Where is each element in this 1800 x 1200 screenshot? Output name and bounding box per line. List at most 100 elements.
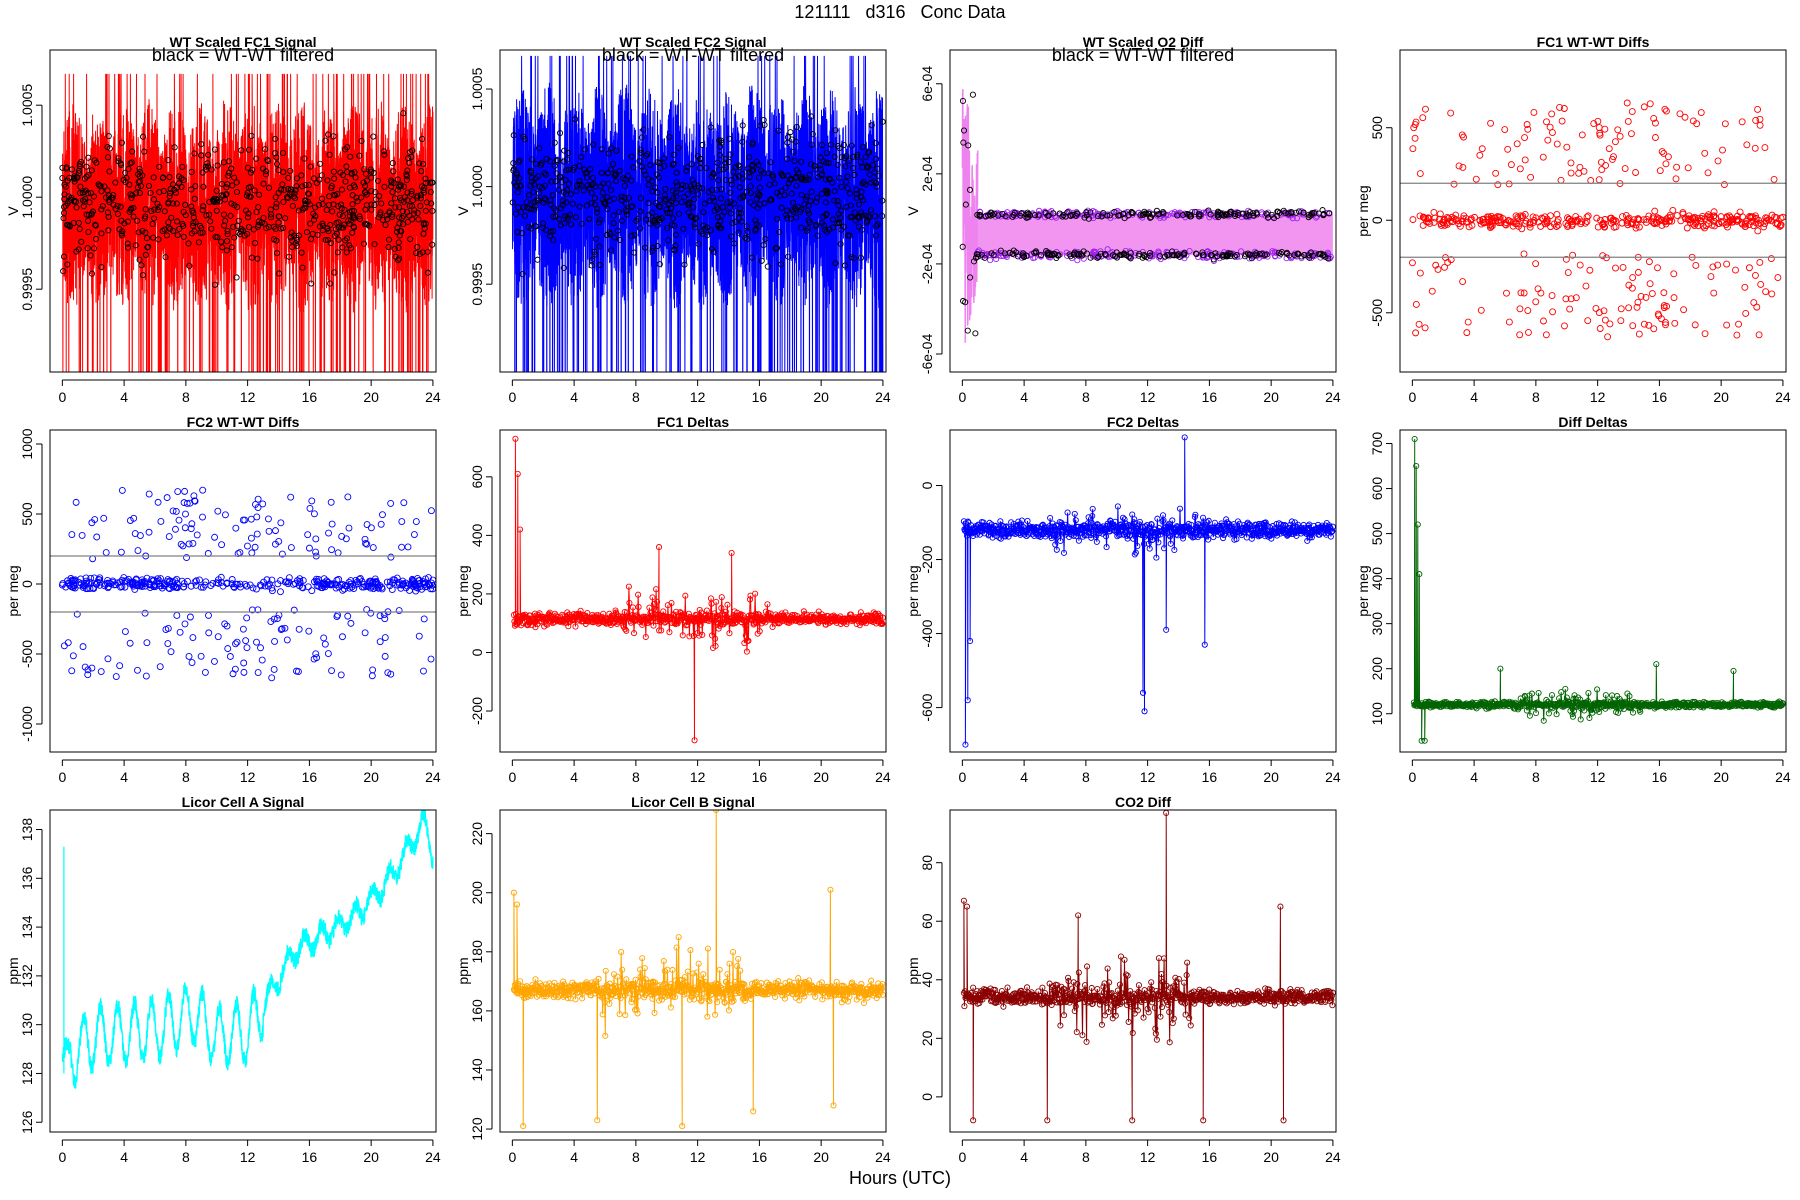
data-point [346, 242, 353, 249]
data-point [305, 190, 312, 198]
data-point [623, 627, 630, 634]
data-point [208, 225, 215, 232]
data-point [1505, 180, 1513, 188]
data-point [280, 198, 287, 205]
data-point [1273, 521, 1280, 528]
data-point [358, 137, 365, 145]
data-point [1214, 524, 1221, 531]
data-point [730, 168, 737, 175]
data-point [1565, 216, 1573, 224]
data-point [115, 155, 122, 162]
data-point [1756, 121, 1764, 129]
data-point [334, 549, 342, 557]
data-point [231, 234, 238, 241]
data-point [1158, 210, 1165, 217]
data-point [1558, 117, 1566, 125]
x-tick-label: 24 [425, 769, 441, 785]
data-point [134, 217, 141, 224]
data-point [1032, 248, 1040, 255]
data-point [205, 151, 212, 158]
data-point [658, 627, 665, 634]
data-point [765, 170, 772, 177]
data-point [611, 234, 618, 241]
data-point [699, 141, 706, 149]
data-point [718, 139, 725, 146]
data-point [400, 110, 407, 117]
data-point [748, 254, 756, 261]
data-point [1488, 222, 1496, 230]
data-point [88, 167, 95, 174]
data-point [1283, 249, 1291, 256]
data-point [303, 229, 310, 236]
data-point [793, 182, 800, 189]
data-point [572, 214, 579, 221]
data-point [1253, 252, 1260, 259]
data-point [1301, 252, 1308, 259]
data-point [255, 204, 262, 211]
data-point [769, 623, 776, 630]
data-point [105, 132, 112, 140]
data-point [128, 194, 135, 201]
data-point [1179, 535, 1187, 542]
data-point [527, 182, 534, 189]
data-point [324, 177, 331, 184]
data-point [1596, 325, 1604, 332]
data-point [206, 211, 213, 218]
data-point [155, 236, 162, 243]
data-point [192, 577, 200, 585]
data-point [254, 495, 262, 503]
data-point [1507, 161, 1515, 169]
data-point [1256, 250, 1263, 258]
data-point [1459, 163, 1467, 171]
data-point [998, 250, 1005, 257]
data-point [262, 171, 269, 178]
data-point [1023, 211, 1030, 218]
data-point [1619, 213, 1626, 221]
chart-annotation: black = WT-WT filtered [602, 45, 784, 65]
data-point [356, 575, 364, 582]
data-point [253, 638, 260, 646]
data-point [701, 200, 708, 207]
data-point [699, 185, 706, 192]
data-point [837, 240, 844, 248]
data-point [1171, 546, 1178, 554]
data-point [248, 254, 256, 261]
data-point [268, 576, 276, 584]
data-point [629, 203, 636, 210]
data-point [643, 216, 650, 223]
data-point [171, 144, 178, 151]
data-point [334, 249, 341, 256]
data-point [268, 584, 276, 592]
data-point [1415, 320, 1423, 328]
data-point [373, 581, 380, 588]
data-point [387, 553, 395, 561]
data-point [221, 196, 229, 203]
data-point [1148, 521, 1155, 528]
data-point [637, 146, 644, 153]
data-point [578, 153, 585, 161]
data-point [118, 486, 126, 494]
data-point [1093, 538, 1100, 545]
data-point [218, 238, 225, 245]
data-point [328, 520, 336, 528]
data-point [1624, 215, 1632, 223]
data-point [368, 672, 376, 680]
data-point [401, 194, 408, 201]
data-point [403, 177, 410, 184]
data-point [127, 160, 134, 167]
data-point [857, 254, 865, 261]
data-point [61, 203, 68, 210]
data-point [1214, 211, 1221, 218]
data-point [71, 178, 78, 185]
data-point [876, 612, 883, 619]
data-point [1642, 219, 1650, 226]
data-point [540, 614, 547, 621]
data-point [409, 147, 416, 154]
data-point [851, 171, 858, 179]
data-point [700, 209, 707, 216]
data-point [648, 209, 656, 216]
data-point [1599, 220, 1607, 228]
data-point [1095, 213, 1102, 220]
data-point [385, 243, 392, 251]
data-point [1448, 213, 1456, 221]
